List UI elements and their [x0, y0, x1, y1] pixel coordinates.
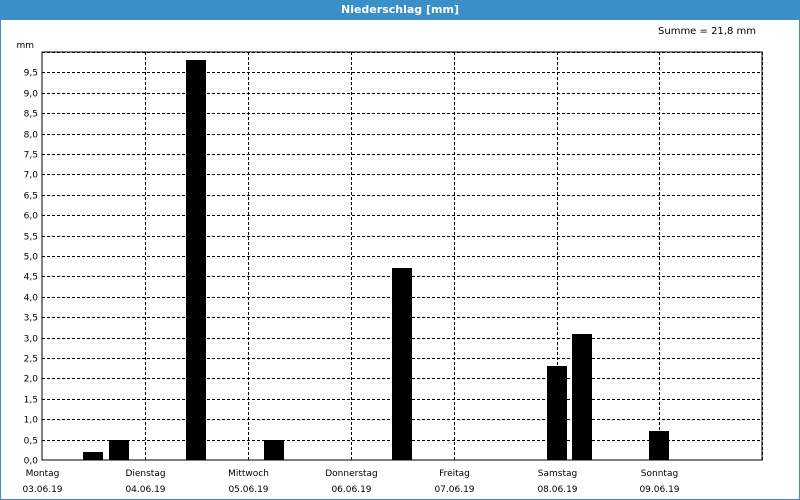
y-tick-label: 7,0	[24, 171, 39, 181]
y-tick-label: 5,5	[24, 233, 38, 243]
precipitation-bar	[264, 440, 284, 460]
y-tick-label: 5,0	[24, 253, 39, 263]
y-tick-label: 8,5	[24, 110, 38, 120]
y-tick-label: 4,5	[24, 273, 38, 283]
precipitation-bar	[83, 452, 103, 460]
y-tick-label: 0,5	[24, 437, 38, 447]
precipitation-bar	[547, 366, 567, 460]
x-day-label: Sonntag	[641, 469, 678, 479]
y-tick-label: 8,0	[24, 131, 39, 141]
y-tick-label: 9,0	[24, 90, 39, 100]
x-date-label: 09.06.19	[639, 485, 679, 495]
x-date-label: 06.06.19	[331, 485, 371, 495]
x-date-label: 05.06.19	[228, 485, 268, 495]
chart-title: Niederschlag [mm]	[0, 0, 800, 20]
y-tick-label: 4,0	[24, 294, 39, 304]
y-tick-label: 3,5	[24, 314, 38, 324]
y-tick-label: 3,0	[24, 335, 39, 345]
y-tick-label: 6,5	[24, 192, 38, 202]
x-date-label: 07.06.19	[434, 485, 474, 495]
x-day-label: Freitag	[439, 469, 470, 479]
precipitation-bar	[109, 440, 129, 460]
y-tick-label: 1,0	[24, 416, 39, 426]
x-day-label: Montag	[26, 469, 60, 479]
x-date-label: 08.06.19	[537, 485, 577, 495]
y-tick-label: 2,5	[24, 355, 38, 365]
y-tick-label: 6,0	[24, 212, 39, 222]
x-date-label: 04.06.19	[125, 485, 165, 495]
y-tick-label: 2,0	[24, 375, 39, 385]
x-day-label: Samstag	[538, 469, 577, 479]
x-day-label: Dienstag	[125, 469, 165, 479]
precipitation-bar	[649, 431, 669, 460]
y-tick-label: 7,5	[24, 151, 38, 161]
x-date-label: 03.06.19	[22, 485, 62, 495]
x-day-label: Mittwoch	[228, 469, 269, 479]
sum-label: Summe = 21,8 mm	[658, 26, 756, 37]
y-tick-label: 9,5	[24, 69, 38, 79]
precipitation-bar	[392, 268, 412, 460]
y-axis-unit: mm	[16, 41, 34, 51]
y-tick-label: 0,0	[24, 457, 39, 467]
y-tick-label: 1,5	[24, 396, 38, 406]
precipitation-bar	[186, 60, 206, 460]
x-day-label: Donnerstag	[325, 469, 378, 479]
precipitation-bar	[572, 334, 592, 460]
